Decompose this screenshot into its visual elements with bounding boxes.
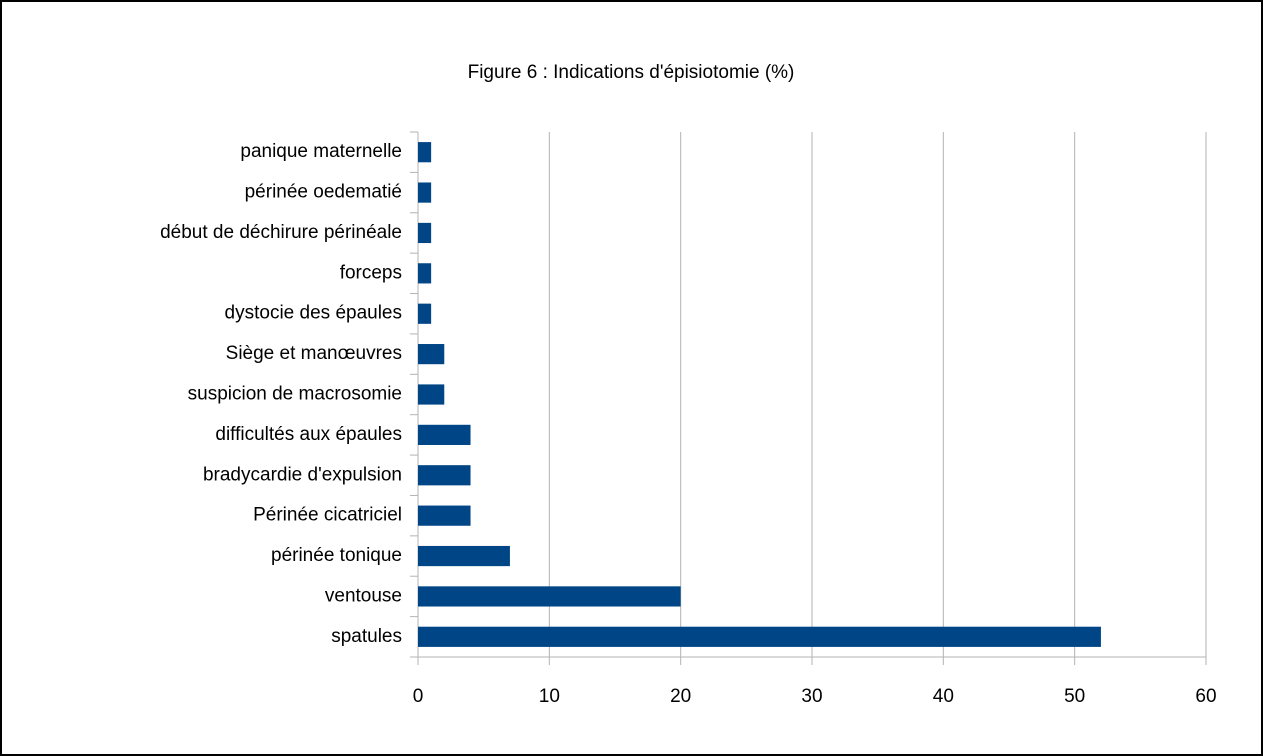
bar [418, 263, 432, 284]
y-tick-label: Siège et manœuvres [226, 343, 402, 364]
x-tick-label: 0 [413, 686, 424, 707]
bar [418, 142, 432, 163]
x-tick-label: 60 [1195, 686, 1216, 707]
bar [418, 626, 1101, 647]
y-tick-label: ventouse [325, 585, 402, 606]
y-tick-label: Périnée cicatriciel [253, 505, 402, 526]
x-tick-label: 10 [539, 686, 560, 707]
x-tick-label: 40 [933, 686, 954, 707]
bar [418, 182, 432, 203]
y-tick-label: début de déchirure périnéale [160, 222, 402, 243]
x-tick-label: 30 [801, 686, 822, 707]
y-tick-label: périnée tonique [271, 545, 402, 566]
chart-title: Figure 6 : Indications d'épisiotomie (%) [468, 62, 795, 83]
y-tick-label: périnée oedematié [245, 182, 402, 203]
y-tick-label: panique maternelle [240, 141, 402, 162]
bar [418, 303, 432, 324]
bar [418, 545, 510, 567]
x-tick-label: 20 [670, 686, 691, 707]
y-tick-label: forceps [340, 262, 402, 283]
bar [418, 222, 432, 244]
bar [418, 344, 445, 365]
bar [418, 384, 445, 405]
y-tick-label: spatules [331, 626, 402, 647]
y-tick-label: difficultés aux épaules [215, 424, 402, 445]
y-tick-label: bradycardie d'expulsion [203, 464, 402, 485]
bar [418, 505, 471, 526]
bar [418, 586, 681, 607]
x-tick-label: 50 [1064, 686, 1085, 707]
y-tick-label: suspicion de macrosomie [188, 384, 402, 405]
bar [418, 465, 471, 486]
bar [418, 424, 471, 445]
y-tick-label: dystocie des épaules [225, 303, 402, 324]
